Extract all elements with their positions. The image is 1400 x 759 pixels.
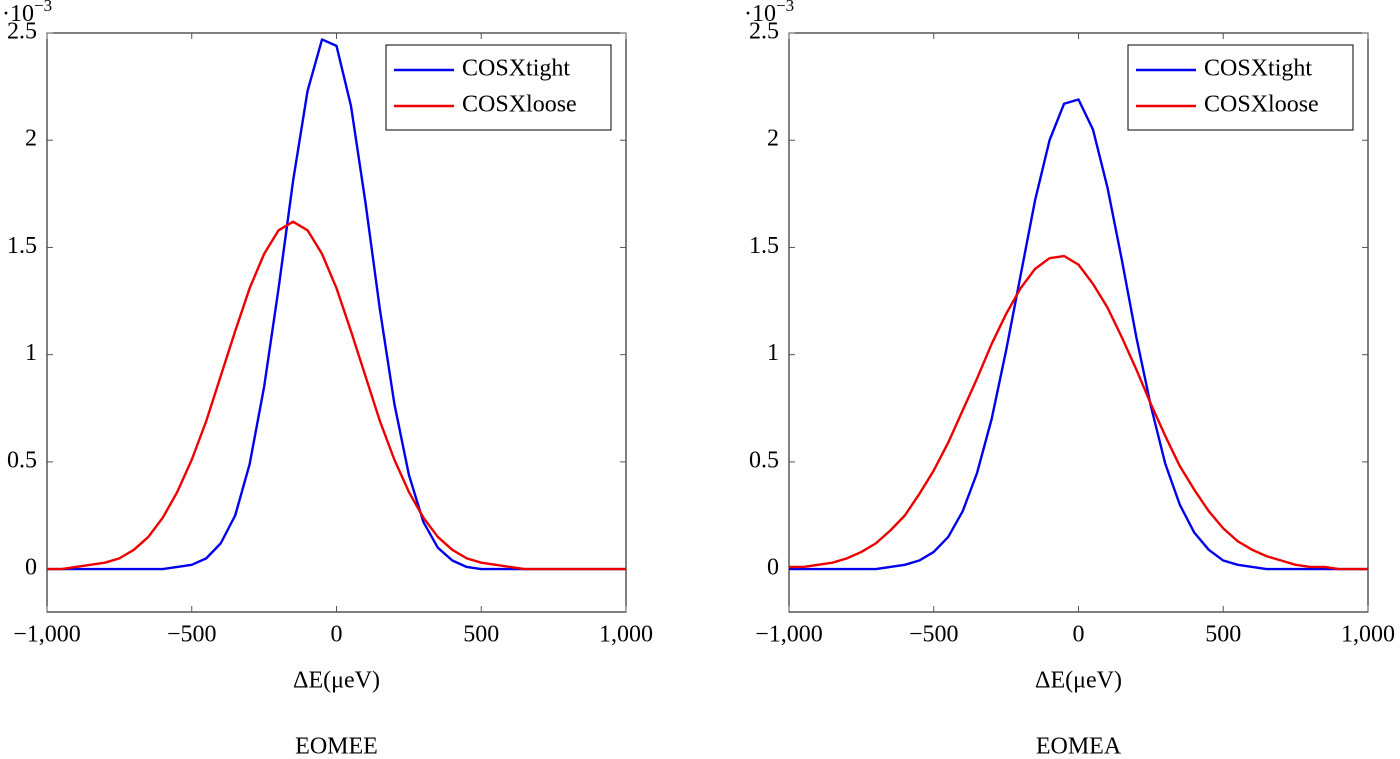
chart-caption: EOMEE [295,734,378,759]
y-tick-label: 0 [767,555,779,581]
y-multiplier: ·10−3 [2,0,52,27]
multiplier-base: ·10 [2,1,34,27]
y-tick-label: 0.5 [7,447,37,473]
x-tick-label: 1,000 [1341,622,1395,648]
y-tick-label: 1.5 [7,233,37,259]
legend-box [385,44,612,131]
legend-label: COSXtight [462,56,570,82]
y-tick-label: 1.5 [749,233,779,259]
series-line [47,220,626,571]
y-tick-label: 0.5 [749,447,779,473]
legend-label: COSXloose [462,92,577,118]
legend: COSXtight COSXloose [385,44,612,131]
x-tick-label: −1,000 [13,622,81,648]
x-axis-label: ΔE(μeV) [293,668,380,694]
y-tick-label: 2 [25,126,37,152]
multiplier-base: ·10 [744,1,776,27]
multiplier-exponent: −3 [776,0,794,15]
x-tick-label: 500 [1205,622,1241,648]
plot: 0 0.5 1 1.5 2 2.5 −1,000 −500 0 500 1,000 COSXtight… [744,0,1395,759]
chart-caption: EOMEA [1036,734,1122,759]
plot: 0 0.5 1 1.5 2 2.5 −1,000 −500 0 500 1,000 COSXtight… [2,0,653,759]
y-tick-label: 1 [767,340,779,366]
x-tick-label: −500 [909,622,959,648]
x-tick-label: 1,000 [599,622,653,648]
x-tick-label: 0 [1073,622,1085,648]
series-line [789,98,1368,571]
series-line [789,254,1368,571]
multiplier-exponent: −3 [34,0,52,15]
x-tick-label: −1,000 [755,622,823,648]
y-tick-label: 2.5 [749,19,779,45]
x-tick-label: 0 [331,622,343,648]
y-tick-label: 2 [767,126,779,152]
legend: COSXtight COSXloose [1127,44,1354,131]
legend-label: COSXloose [1204,92,1319,118]
x-tick-label: −500 [167,622,217,648]
y-tick-label: 0 [25,555,37,581]
y-multiplier: ·10−3 [744,0,794,27]
y-tick-label: 1 [25,340,37,366]
legend-label: COSXtight [1204,56,1312,82]
x-axis-label: ΔE(μeV) [1035,668,1122,694]
y-tick-label: 2.5 [7,19,37,45]
legend-box [1127,44,1354,131]
x-tick-label: 500 [463,622,499,648]
